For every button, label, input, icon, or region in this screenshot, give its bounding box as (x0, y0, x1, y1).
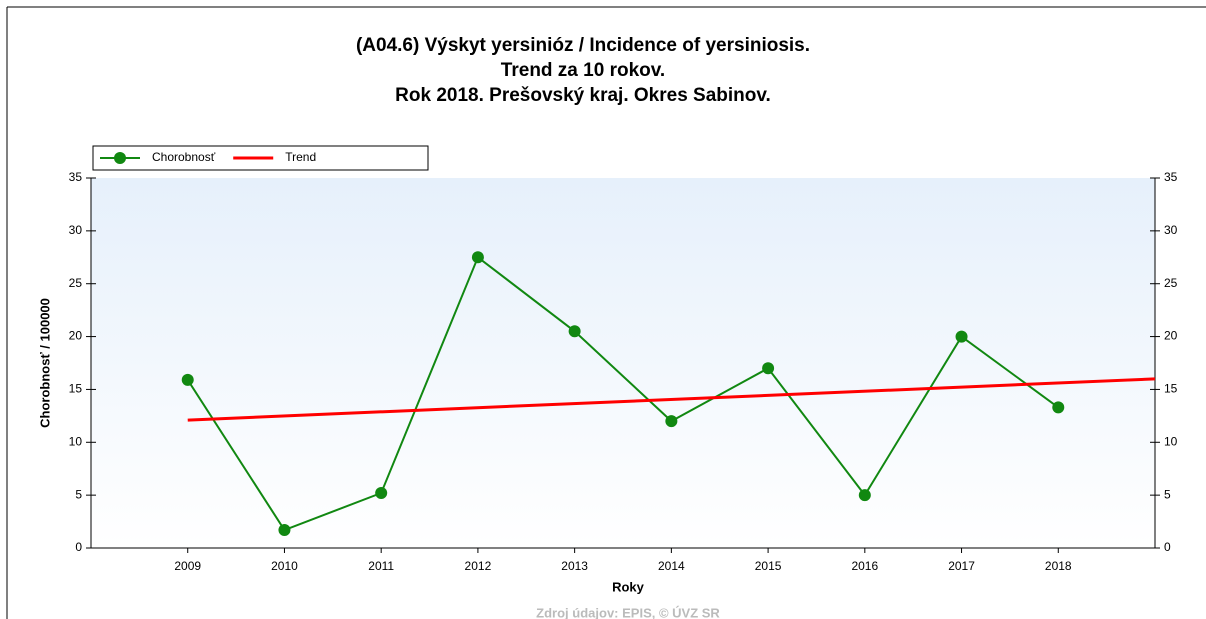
y2-tick-label: 15 (1164, 382, 1178, 396)
y-tick-label: 25 (69, 276, 83, 290)
series-line (186, 255, 1059, 532)
y-tick-label: 35 (69, 170, 83, 184)
chart-title: Trend za 10 rokov. (501, 60, 665, 81)
legend-marker (114, 152, 126, 164)
y2-tick-label: 25 (1164, 276, 1178, 290)
y-tick-label: 5 (75, 487, 82, 501)
x-tick-label: 2017 (948, 559, 975, 573)
point (858, 489, 871, 502)
y-tick-label: 15 (69, 382, 83, 396)
y-tick-label: 0 (75, 540, 82, 554)
x-tick-label: 2018 (1045, 559, 1072, 573)
y2-tick-label: 0 (1164, 540, 1171, 554)
y-tick-label: 10 (69, 434, 83, 448)
y2-tick-label: 20 (1164, 329, 1178, 343)
point (762, 362, 775, 375)
y-axis-label: Chorobnosť / 100000 (37, 298, 52, 428)
y-tick-label: 30 (69, 223, 83, 237)
series-line (187, 377, 1156, 422)
point (181, 373, 194, 386)
x-tick-label: 2009 (174, 559, 201, 573)
chart-title: (A04.6) Výskyt yersinióz / Incidence of … (356, 35, 810, 56)
x-tick-label: 2014 (658, 559, 685, 573)
y-tick-label: 20 (69, 329, 83, 343)
x-tick-label: 2013 (561, 559, 588, 573)
point (568, 325, 581, 338)
y2-tick-label: 10 (1164, 434, 1178, 448)
x-tick-label: 2011 (368, 559, 394, 573)
x-tick-label: 2016 (851, 559, 878, 573)
point (955, 330, 968, 343)
x-tick-label: 2010 (271, 559, 298, 573)
legend-label: Trend (285, 150, 316, 164)
point (278, 524, 291, 537)
y2-tick-label: 35 (1164, 170, 1178, 184)
source: Zdroj údajov: EPIS, © ÚVZ SR (536, 605, 720, 619)
x-tick-label: 2015 (755, 559, 782, 573)
point (375, 487, 388, 500)
x-axis-label: Roky (612, 579, 645, 594)
chart-title: Rok 2018. Prešovský kraj. Okres Sabinov. (395, 85, 771, 106)
point (1052, 401, 1065, 414)
point (471, 251, 484, 264)
y2-tick-label: 5 (1164, 487, 1171, 501)
legend-label: Chorobnosť (152, 150, 216, 164)
point (665, 415, 678, 428)
x-tick-label: 2012 (465, 559, 492, 573)
y2-tick-label: 30 (1164, 223, 1178, 237)
plot-area (91, 178, 1155, 548)
